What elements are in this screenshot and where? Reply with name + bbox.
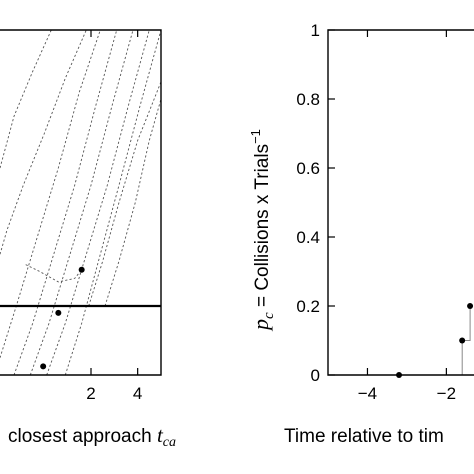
left-point-1 <box>78 266 85 273</box>
right-y-tick-label-5: 0.8 <box>296 90 320 109</box>
right-x-tick-label-1: −4 <box>358 384 377 403</box>
left-dotted-curve-1 <box>64 30 161 375</box>
right-point-3 <box>467 303 474 309</box>
left-points <box>40 266 85 370</box>
right-x-ticks: −4 −2 <box>358 30 456 403</box>
left-dotted-curve-8 <box>88 81 161 307</box>
left-dotted-curve-3 <box>29 30 134 375</box>
left-x-tick-label-1: 2 <box>86 384 95 403</box>
right-y-tick-label-6: 1 <box>311 21 320 40</box>
right-points <box>396 303 474 378</box>
right-y-ticks: 0 0.2 0.4 0.6 0.8 1 <box>296 21 335 385</box>
left-dotted-curve-2 <box>46 30 150 375</box>
left-dotted-curve-10 <box>25 264 83 283</box>
left-x-axis-title: closest approach tca <box>8 423 176 450</box>
left-dotted-curve-4 <box>13 30 118 375</box>
right-y-tick-label-4: 0.6 <box>296 159 320 178</box>
left-dotted-curve-5 <box>0 30 101 358</box>
left-dotted-curve-7 <box>0 30 52 169</box>
left-point-3 <box>40 363 47 370</box>
right-y-tick-label-2: 0.2 <box>296 297 320 316</box>
left-x-tick-label-2: 4 <box>133 384 142 403</box>
right-y-tick-label-1: 0 <box>311 366 320 385</box>
left-dotted-curves <box>0 30 161 375</box>
right-point-2 <box>459 337 466 344</box>
right-step-line <box>461 306 471 375</box>
left-plot-frame <box>0 29 162 376</box>
right-plot-frame <box>327 29 474 376</box>
right-panel: 0 0.2 0.4 0.6 0.8 1 −4 −2 pc = Collisions x Tr… <box>248 21 474 447</box>
right-x-tick-label-2: −2 <box>437 384 456 403</box>
right-x-axis-title: Time relative to tim <box>284 426 444 447</box>
right-y-axis-title: pc = Collisions x Trials−1 <box>248 129 277 332</box>
left-dotted-curve-9 <box>104 98 161 307</box>
left-dotted-curve-6 <box>0 30 87 255</box>
left-point-2 <box>55 309 62 316</box>
right-y-tick-label-3: 0.4 <box>296 228 320 247</box>
